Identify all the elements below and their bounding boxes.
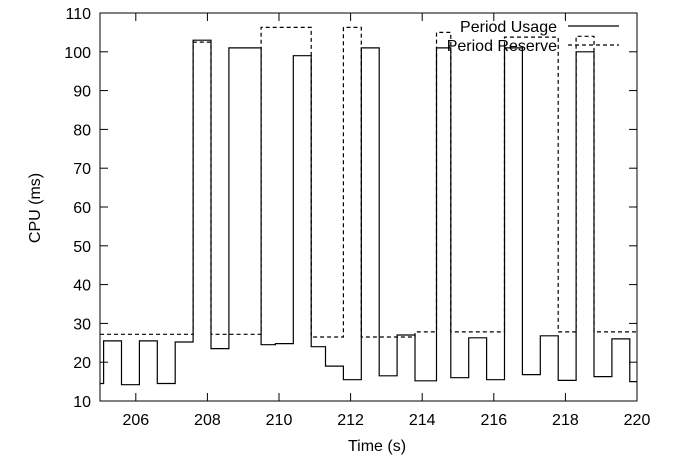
axis-ticks — [100, 12, 638, 402]
period-reserve-series — [100, 26, 637, 338]
period-usage-series — [100, 39, 637, 386]
y-tick-label: 100 — [64, 45, 91, 62]
y-tick-label: 40 — [73, 278, 91, 295]
y-tick-label: 20 — [73, 355, 91, 372]
y-tick-label: 30 — [73, 316, 91, 333]
y-tick-label: 70 — [73, 161, 91, 178]
axis-tick-labels: 10 20 30 40 50 60 70 80 90 100 110 206 208 210 212 214 2… — [64, 6, 650, 429]
plot-frame — [99, 12, 638, 402]
legend-entry-period-usage-label: Period Usage — [460, 19, 557, 36]
x-tick-label: 206 — [122, 412, 149, 429]
y-tick-label: 60 — [73, 200, 91, 217]
x-tick-label: 214 — [409, 412, 436, 429]
y-tick-label: 10 — [73, 394, 91, 411]
x-tick-label: 212 — [337, 412, 364, 429]
y-tick-label: 80 — [73, 122, 91, 139]
x-tick-label: 208 — [194, 412, 221, 429]
x-axis-label: Time (s) — [348, 438, 406, 455]
y-tick-label: 50 — [73, 239, 91, 256]
x-tick-label: 216 — [480, 412, 507, 429]
x-tick-label: 210 — [266, 412, 293, 429]
y-tick-label: 110 — [65, 6, 91, 23]
plot-lines — [100, 26, 637, 386]
x-tick-label: 218 — [552, 412, 579, 429]
legend-entry-period-reserve-label: Period Reserve — [447, 38, 557, 55]
y-tick-label: 90 — [73, 84, 91, 101]
legend: Period Usage Period Reserve — [447, 19, 619, 55]
y-axis-label: CPU (ms) — [27, 173, 44, 243]
x-tick-label: 220 — [624, 412, 651, 429]
